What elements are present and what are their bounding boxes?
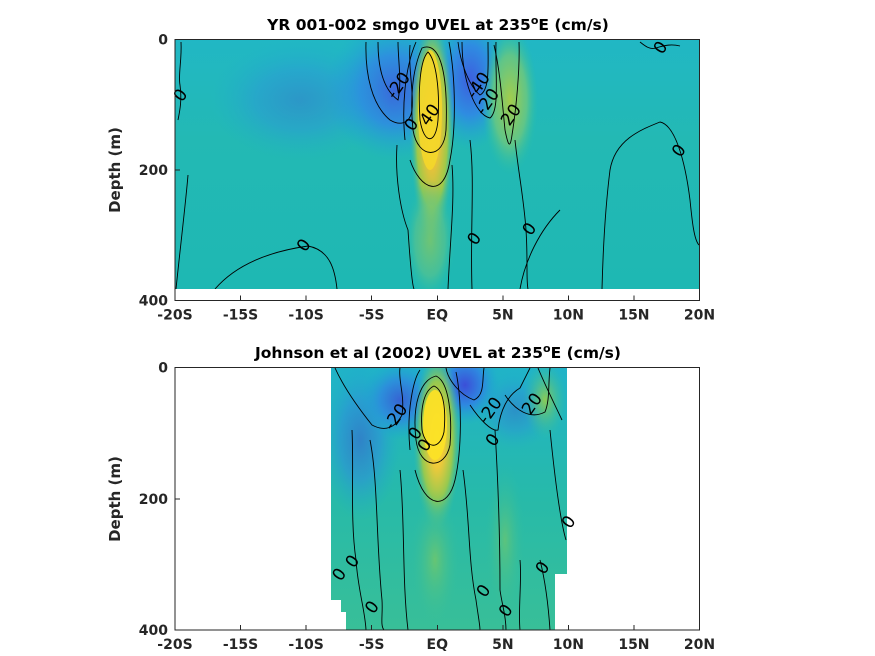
y-tick-label: 0: [158, 33, 168, 49]
x-tick-label: 20N: [684, 637, 715, 653]
y-tick-label: 0: [158, 361, 168, 377]
x-tick-label: EQ: [427, 308, 449, 324]
y-tick-label: 400: [139, 623, 168, 639]
x-tick-label: -20S: [157, 637, 192, 653]
y-tick-label: 200: [139, 163, 168, 179]
x-tick-label: 10N: [553, 637, 584, 653]
top-x-ticks: -20S -15S -10S -5S EQ 5N 10N 15N 20N: [157, 295, 715, 324]
bottom-panel: Johnson et al (2002) UVEL at 235oE (cm/s…: [106, 342, 715, 653]
x-tick-label: -15S: [223, 637, 258, 653]
x-tick-label: EQ: [427, 637, 449, 653]
top-panel: YR 001-002 smgo UVEL at 235oE (cm/s): [106, 14, 715, 324]
x-tick-label: -5S: [359, 637, 385, 653]
y-tick-label: 200: [139, 492, 168, 508]
bottom-ylabel: Depth (m): [106, 456, 124, 542]
x-tick-label: -15S: [223, 308, 258, 324]
x-tick-label: -10S: [288, 308, 323, 324]
x-tick-label: 10N: [553, 308, 584, 324]
bottom-contours: [334, 368, 567, 630]
x-tick-label: 20N: [684, 308, 715, 324]
bottom-title: Johnson et al (2002) UVEL at 235oE (cm/s…: [254, 342, 621, 362]
x-tick-label: -10S: [288, 637, 323, 653]
bottom-x-ticks: -20S -15S -10S -5S EQ 5N 10N 15N 20N: [157, 625, 715, 653]
x-tick-label: 5N: [492, 637, 513, 653]
x-tick-label: -5S: [359, 308, 385, 324]
top-y-ticks: 0 200 400: [139, 33, 180, 310]
top-contours: [175, 41, 699, 289]
x-tick-label: 15N: [618, 637, 649, 653]
x-tick-label: 5N: [492, 308, 513, 324]
top-title: YR 001-002 smgo UVEL at 235oE (cm/s): [266, 14, 609, 34]
bottom-heatmap: [331, 368, 567, 630]
bottom-y-ticks: 0 200 400: [139, 361, 180, 639]
top-ylabel: Depth (m): [106, 127, 124, 213]
x-tick-label: -20S: [157, 308, 192, 324]
y-tick-label: 400: [139, 294, 168, 310]
x-tick-label: 15N: [618, 308, 649, 324]
